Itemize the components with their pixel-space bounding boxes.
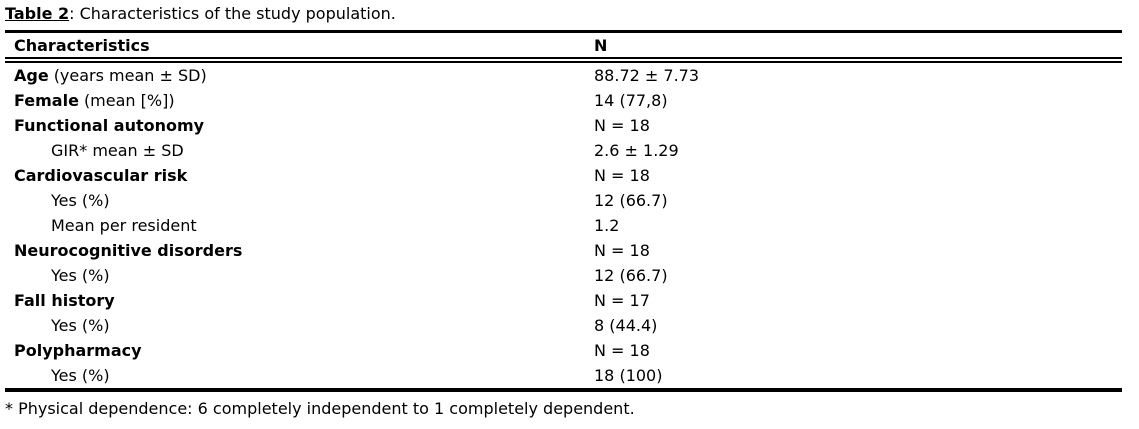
value-cell: 14 (77,8) bbox=[594, 91, 668, 110]
value-cell: 8 (44.4) bbox=[594, 316, 658, 335]
value-cell: N = 18 bbox=[594, 116, 650, 135]
value-cell: N = 18 bbox=[594, 241, 650, 260]
label-cell: Functional autonomy bbox=[5, 113, 585, 138]
value-cell: N = 17 bbox=[594, 291, 650, 310]
table-row: Yes (%) 8 (44.4) bbox=[5, 313, 1122, 338]
value-cell: 12 (66.7) bbox=[594, 266, 668, 285]
table-row: Age (years mean ± SD) 88.72 ± 7.73 bbox=[5, 60, 1122, 88]
label-text: (mean [%]) bbox=[83, 91, 175, 110]
table-row: Fall history N = 17 bbox=[5, 288, 1122, 313]
header-cell: Characteristics bbox=[5, 30, 585, 63]
table-row: Yes (%) 12 (66.7) bbox=[5, 263, 1122, 288]
label-text: GIR* mean ± SD bbox=[51, 141, 184, 160]
label-text: Yes (%) bbox=[51, 316, 110, 335]
label-cell: Yes (%) bbox=[5, 263, 585, 288]
table-header: Characteristics N bbox=[5, 30, 1122, 63]
label-cell: Cardiovascular risk bbox=[5, 163, 585, 188]
header-cell: N bbox=[585, 30, 1122, 63]
caption-text: : Characteristics of the study populatio… bbox=[69, 4, 396, 23]
table-row: GIR* mean ± SD 2.6 ± 1.29 bbox=[5, 138, 1122, 163]
table-row: Cardiovascular risk N = 18 bbox=[5, 163, 1122, 188]
label-text: (years mean ± SD) bbox=[53, 66, 207, 85]
table-row: Neurocognitive disorders N = 18 bbox=[5, 238, 1122, 263]
label-text: Yes (%) bbox=[51, 191, 110, 210]
caption: Table 2: Characteristics of the study po… bbox=[5, 4, 396, 23]
label-bold: Functional autonomy bbox=[14, 116, 205, 135]
table: Characteristics N Age (years mean ± SD) 88… bbox=[5, 30, 1122, 392]
label-text: Mean per resident bbox=[51, 216, 197, 235]
value-cell: N = 18 bbox=[594, 341, 650, 360]
label-cell: Age (years mean ± SD) bbox=[5, 60, 585, 88]
table-row: Mean per resident 1.2 bbox=[5, 213, 1122, 238]
label-bold: Female bbox=[14, 91, 79, 110]
value-cell: 18 (100) bbox=[585, 363, 1122, 392]
header-row: Characteristics N bbox=[5, 30, 1122, 63]
value-cell: 1.2 bbox=[594, 216, 620, 235]
label-bold: Fall history bbox=[14, 291, 115, 310]
label-cell: GIR* mean ± SD bbox=[5, 138, 585, 163]
table-body: Age (years mean ± SD) 88.72 ± 7.73 Female (m… bbox=[5, 60, 1122, 392]
table-row: Functional autonomy N = 18 bbox=[5, 113, 1122, 138]
label-cell: Fall history bbox=[5, 288, 585, 313]
label-cell: Yes (%) bbox=[5, 188, 585, 213]
table-row: Female (mean [%]) 14 (77,8) bbox=[5, 88, 1122, 113]
label-cell: Neurocognitive disorders bbox=[5, 238, 585, 263]
caption-label: Table 2 bbox=[5, 4, 70, 23]
label-cell: Polypharmacy bbox=[5, 338, 585, 363]
label-text: Yes (%) bbox=[51, 266, 110, 285]
label-cell: Yes (%) bbox=[5, 363, 585, 392]
value-cell: N = 18 bbox=[594, 166, 650, 185]
value-cell: 88.72 ± 7.73 bbox=[594, 66, 700, 85]
label-bold: Neurocognitive disorders bbox=[14, 241, 243, 260]
label-cell: Mean per resident bbox=[5, 213, 585, 238]
label-cell: Yes (%) bbox=[5, 313, 585, 338]
label-bold: Polypharmacy bbox=[14, 341, 142, 360]
label-bold: Age bbox=[14, 66, 49, 85]
value-cell: 2.6 ± 1.29 bbox=[594, 141, 679, 160]
label-text: Yes (%) bbox=[51, 366, 110, 385]
table-row: Yes (%) 18 (100) bbox=[5, 363, 1122, 392]
label-cell: Female (mean [%]) bbox=[5, 88, 585, 113]
table-row: Yes (%) 12 (66.7) bbox=[5, 188, 1122, 213]
table-row: Polypharmacy N = 18 bbox=[5, 338, 1122, 363]
value-cell: 12 (66.7) bbox=[594, 191, 668, 210]
footnote: * Physical dependence: 6 completely inde… bbox=[5, 399, 635, 418]
label-bold: Cardiovascular risk bbox=[14, 166, 188, 185]
